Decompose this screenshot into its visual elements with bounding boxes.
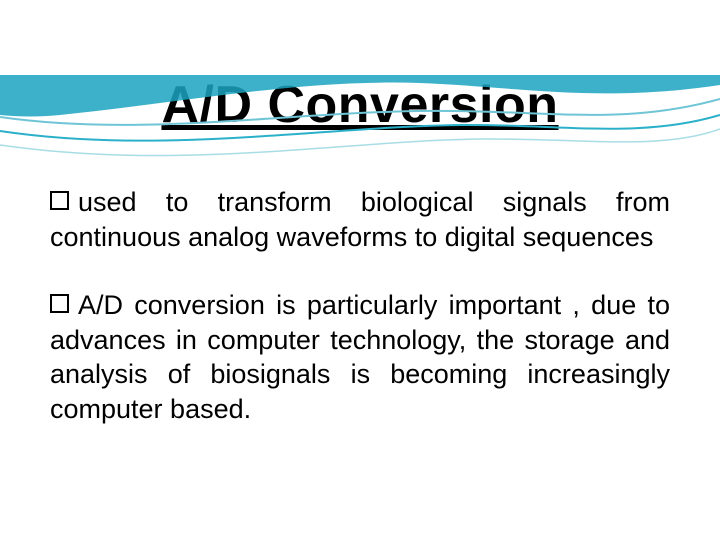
slide-body: used to transform biological signals fro… (0, 185, 720, 426)
bullet-item: used to transform biological signals fro… (50, 185, 670, 254)
bullet-item: A/D conversion is particularly important… (50, 288, 670, 426)
bullet-text: used to transform biological signals fro… (50, 185, 670, 254)
slide: A/D Conversion used to transform biologi… (0, 75, 720, 540)
bullet-text: A/D conversion is particularly important… (50, 288, 670, 426)
slide-title: A/D Conversion (0, 75, 720, 135)
